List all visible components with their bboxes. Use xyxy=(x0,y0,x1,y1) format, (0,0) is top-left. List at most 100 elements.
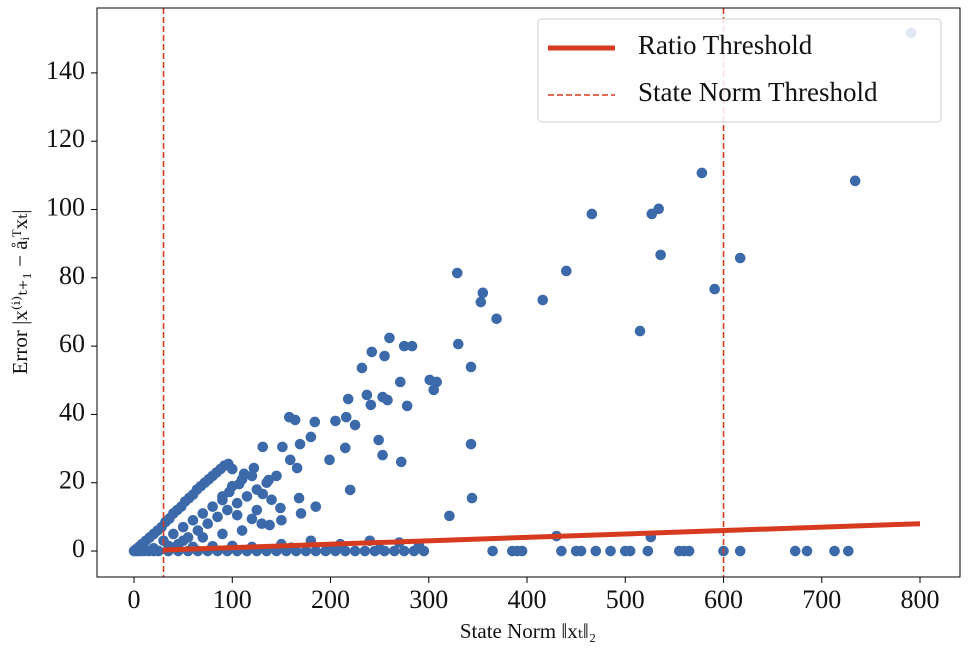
point xyxy=(683,545,695,557)
point xyxy=(339,442,351,454)
point xyxy=(373,434,384,446)
point xyxy=(406,340,418,352)
point xyxy=(477,287,489,299)
point xyxy=(212,511,223,523)
point xyxy=(294,438,306,450)
point xyxy=(394,376,406,388)
point xyxy=(465,361,477,373)
point xyxy=(339,545,351,557)
point xyxy=(271,470,282,482)
plot-frame xyxy=(96,7,961,578)
point xyxy=(734,252,746,264)
point xyxy=(696,167,708,179)
point xyxy=(261,477,272,489)
point xyxy=(849,175,861,187)
point xyxy=(418,545,430,557)
point xyxy=(202,518,214,530)
point xyxy=(226,463,238,475)
x-tick-label: 200 xyxy=(311,585,350,614)
point xyxy=(241,491,253,502)
point xyxy=(586,208,598,220)
point xyxy=(537,294,549,306)
x-tick-label: 800 xyxy=(901,585,940,614)
point xyxy=(624,545,636,557)
y-tick-label: 20 xyxy=(59,466,85,495)
point xyxy=(349,545,361,557)
point xyxy=(217,491,228,502)
point xyxy=(452,338,464,350)
y-tick-label: 0 xyxy=(72,534,85,563)
point xyxy=(556,545,567,557)
point xyxy=(734,545,746,557)
point xyxy=(365,399,377,411)
point xyxy=(466,492,478,504)
point xyxy=(138,544,150,555)
point xyxy=(231,509,243,521)
point xyxy=(384,332,395,344)
point xyxy=(236,474,248,485)
point xyxy=(340,411,352,423)
point xyxy=(398,545,410,557)
point xyxy=(634,325,646,337)
point xyxy=(465,438,477,450)
point xyxy=(344,484,356,496)
point xyxy=(382,394,393,406)
point xyxy=(256,518,268,530)
point xyxy=(342,393,354,405)
point xyxy=(187,515,199,526)
point xyxy=(361,389,373,401)
point xyxy=(251,504,263,516)
x-tick-label: 400 xyxy=(508,585,547,614)
y-axis-label: Error |x⁽ⁱ⁾ₜ₊₁ − åᵢᵀxₜ| xyxy=(8,210,32,375)
point xyxy=(207,501,218,512)
x-tick-label: 500 xyxy=(606,585,645,614)
point xyxy=(395,456,407,468)
point xyxy=(709,283,720,295)
legend-box xyxy=(537,18,942,123)
point xyxy=(309,416,321,428)
x-tick-label: 600 xyxy=(704,585,743,614)
point xyxy=(356,362,368,374)
point xyxy=(251,484,263,495)
point xyxy=(231,497,243,509)
y-tick-label: 100 xyxy=(46,192,85,221)
point xyxy=(293,492,305,504)
point xyxy=(379,350,390,362)
point xyxy=(266,494,277,506)
point xyxy=(277,441,288,453)
point xyxy=(374,543,385,555)
point xyxy=(310,545,322,557)
point xyxy=(197,508,209,519)
y-tick-label: 60 xyxy=(59,329,85,358)
point xyxy=(842,545,854,557)
point xyxy=(246,470,258,482)
point xyxy=(487,545,498,557)
point xyxy=(330,415,341,427)
point xyxy=(789,545,801,557)
point xyxy=(284,454,296,466)
point xyxy=(310,501,322,512)
point xyxy=(168,528,179,540)
point xyxy=(276,515,287,526)
point xyxy=(300,545,312,557)
point xyxy=(653,203,664,215)
point xyxy=(398,340,410,352)
point xyxy=(236,525,248,536)
x-tick-label: 100 xyxy=(213,585,252,614)
point xyxy=(291,462,303,474)
point xyxy=(801,545,813,557)
point xyxy=(197,532,209,543)
point xyxy=(561,265,572,277)
point xyxy=(177,521,189,533)
point xyxy=(451,267,463,279)
point xyxy=(305,431,317,443)
point xyxy=(642,545,654,557)
point xyxy=(389,545,400,557)
x-tick-label: 0 xyxy=(128,585,141,614)
point xyxy=(359,545,371,557)
point xyxy=(655,249,666,261)
point xyxy=(246,513,258,525)
point xyxy=(222,504,233,516)
point xyxy=(217,528,228,540)
